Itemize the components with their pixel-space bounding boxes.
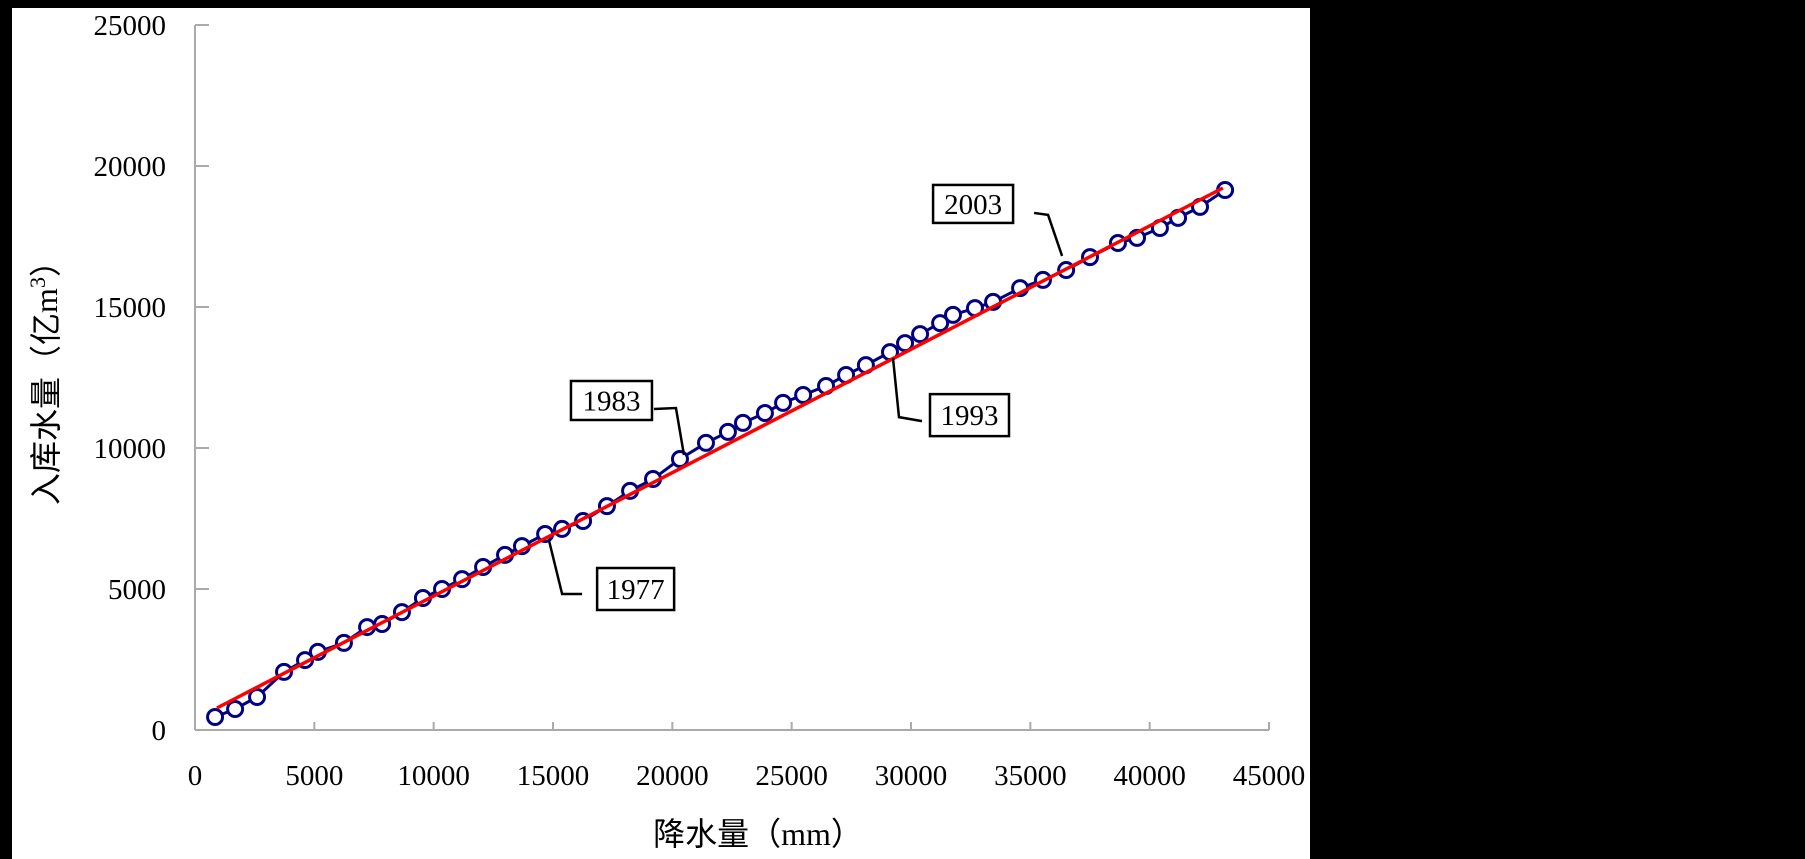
annotation-leader-1993: [891, 357, 923, 423]
data-point-circle: [755, 404, 774, 423]
x-tick-label: 40000: [1113, 760, 1186, 792]
annotation-leader-1977: [547, 540, 583, 596]
y-tick-label: 15000: [94, 292, 167, 324]
data-point-circle: [718, 422, 737, 441]
y-axis-title-sup: 3: [25, 277, 50, 288]
y-axis-title-main: 入库水量（亿m: [28, 288, 64, 505]
y-tick-label: 25000: [94, 10, 167, 42]
annotation-box-1977: [595, 566, 676, 612]
trend-line-group: [216, 186, 1224, 710]
axis-tick-labels: 0 5000 10000 15000 20000 25000 30000 35000 40000…: [94, 10, 1306, 792]
data-point-circle: [774, 393, 793, 412]
year-annotations: 1977 1983 1993 2003: [547, 183, 1064, 612]
chart-canvas: [12, 8, 1310, 859]
x-tick-label: 0: [188, 760, 203, 792]
x-tick-label: 30000: [875, 760, 948, 792]
data-point-circle: [670, 449, 689, 468]
y-tick-label: 0: [152, 715, 167, 747]
x-tick-label: 15000: [517, 760, 590, 792]
data-point-circle: [944, 305, 963, 324]
annotation-box-1993: [928, 392, 1011, 438]
annotation-label-2003: 2003: [944, 189, 1002, 221]
data-point-circle: [248, 688, 267, 707]
axis-ticks: [194, 24, 1270, 731]
data-point-circle: [206, 708, 225, 727]
data-point-circle: [794, 385, 813, 404]
x-axis-title: 降水量（mm）: [653, 816, 863, 852]
annotation-box-1983: [569, 379, 654, 422]
annotation-leader-1983: [653, 406, 686, 456]
x-tick-label: 5000: [285, 760, 343, 792]
annotation-label-1983: 1983: [582, 385, 640, 417]
y-tick-label: 5000: [108, 574, 166, 606]
trend-line: [216, 186, 1224, 710]
x-tick-label: 35000: [994, 760, 1067, 792]
data-point-circle: [911, 325, 930, 344]
y-tick-label: 20000: [94, 151, 167, 183]
data-point-circle: [226, 699, 245, 718]
x-tick-label: 45000: [1233, 760, 1306, 792]
x-tick-label: 25000: [755, 760, 828, 792]
y-axis-title: 入库水量（亿m3）: [25, 245, 65, 505]
annotation-label-1993: 1993: [940, 400, 998, 432]
data-point-circle: [733, 413, 752, 432]
y-tick-label: 10000: [94, 433, 167, 465]
data-point-circle: [696, 433, 715, 452]
data-point-circle: [931, 314, 950, 333]
x-tick-label: 10000: [397, 760, 470, 792]
y-axis-title-close: ）: [28, 245, 64, 277]
annotation-box-2003: [931, 183, 1015, 225]
annotation-label-1977: 1977: [607, 574, 665, 606]
annotation-leader-2003: [1033, 211, 1064, 257]
x-tick-label: 20000: [636, 760, 709, 792]
